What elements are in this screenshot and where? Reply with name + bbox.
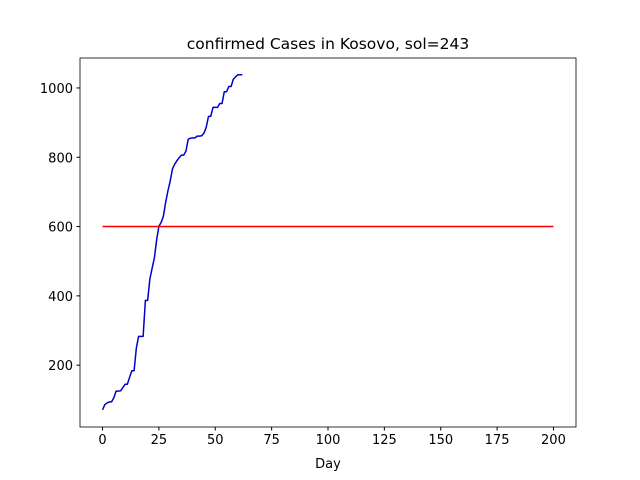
x-tick-label: 75 [263,433,280,448]
plot-frame [79,57,577,428]
x-tick-label: 125 [372,433,397,448]
y-tick-label: 200 [48,359,73,374]
x-tick-label: 25 [151,433,168,448]
x-tick-label: 175 [485,433,510,448]
x-tick-label: 0 [98,433,106,448]
data-line [101,74,243,411]
x-tick-label: 100 [316,433,341,448]
y-tick-label: 800 [48,151,73,166]
y-tick-label: 600 [48,221,73,236]
x-tick-label: 150 [428,433,453,448]
x-tick-label: 50 [207,433,224,448]
y-tick-label: 1000 [40,82,73,97]
x-axis-label: Day [315,457,341,472]
chart-title: confirmed Cases in Kosovo, sol=243 [187,35,469,53]
x-tick-label: 200 [541,433,566,448]
y-tick-label: 400 [48,290,73,305]
